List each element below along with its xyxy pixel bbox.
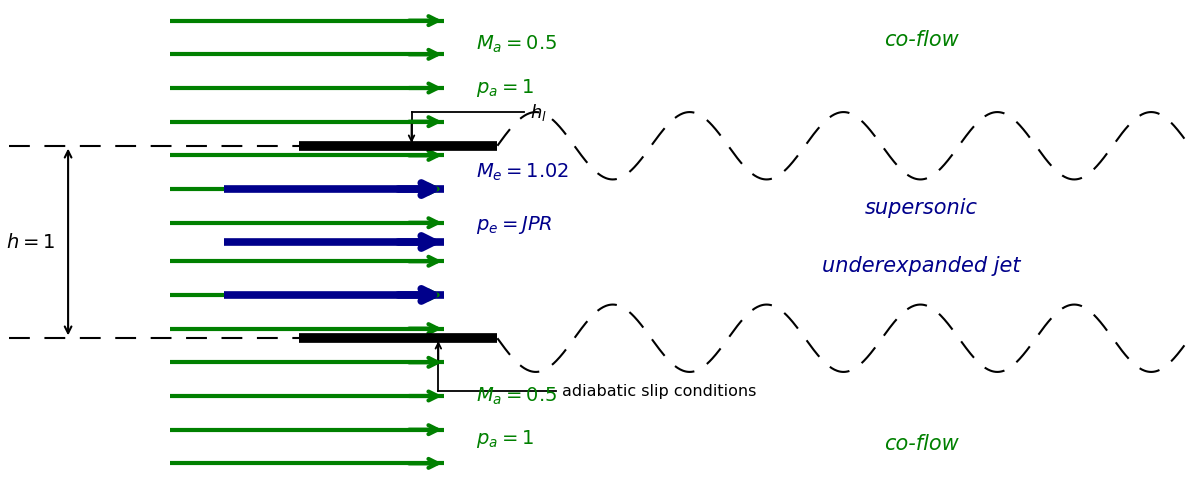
Text: supersonic: supersonic — [865, 198, 978, 218]
Text: $M_a = 0.5$: $M_a = 0.5$ — [476, 385, 557, 407]
Text: co-flow: co-flow — [884, 30, 959, 50]
Text: $M_a = 0.5$: $M_a = 0.5$ — [476, 34, 557, 55]
Text: $p_a = 1$: $p_a = 1$ — [476, 428, 534, 450]
Text: $p_a = 1$: $p_a = 1$ — [476, 77, 534, 99]
Text: underexpanded jet: underexpanded jet — [822, 256, 1021, 276]
Text: $M_e = 1.02$: $M_e = 1.02$ — [476, 162, 569, 183]
Text: $h_l$: $h_l$ — [530, 102, 547, 122]
Text: $h=1$: $h=1$ — [6, 232, 55, 252]
Text: $p_e = JPR$: $p_e = JPR$ — [476, 213, 553, 236]
Text: co-flow: co-flow — [884, 434, 959, 454]
Text: adiabatic slip conditions: adiabatic slip conditions — [562, 384, 756, 399]
